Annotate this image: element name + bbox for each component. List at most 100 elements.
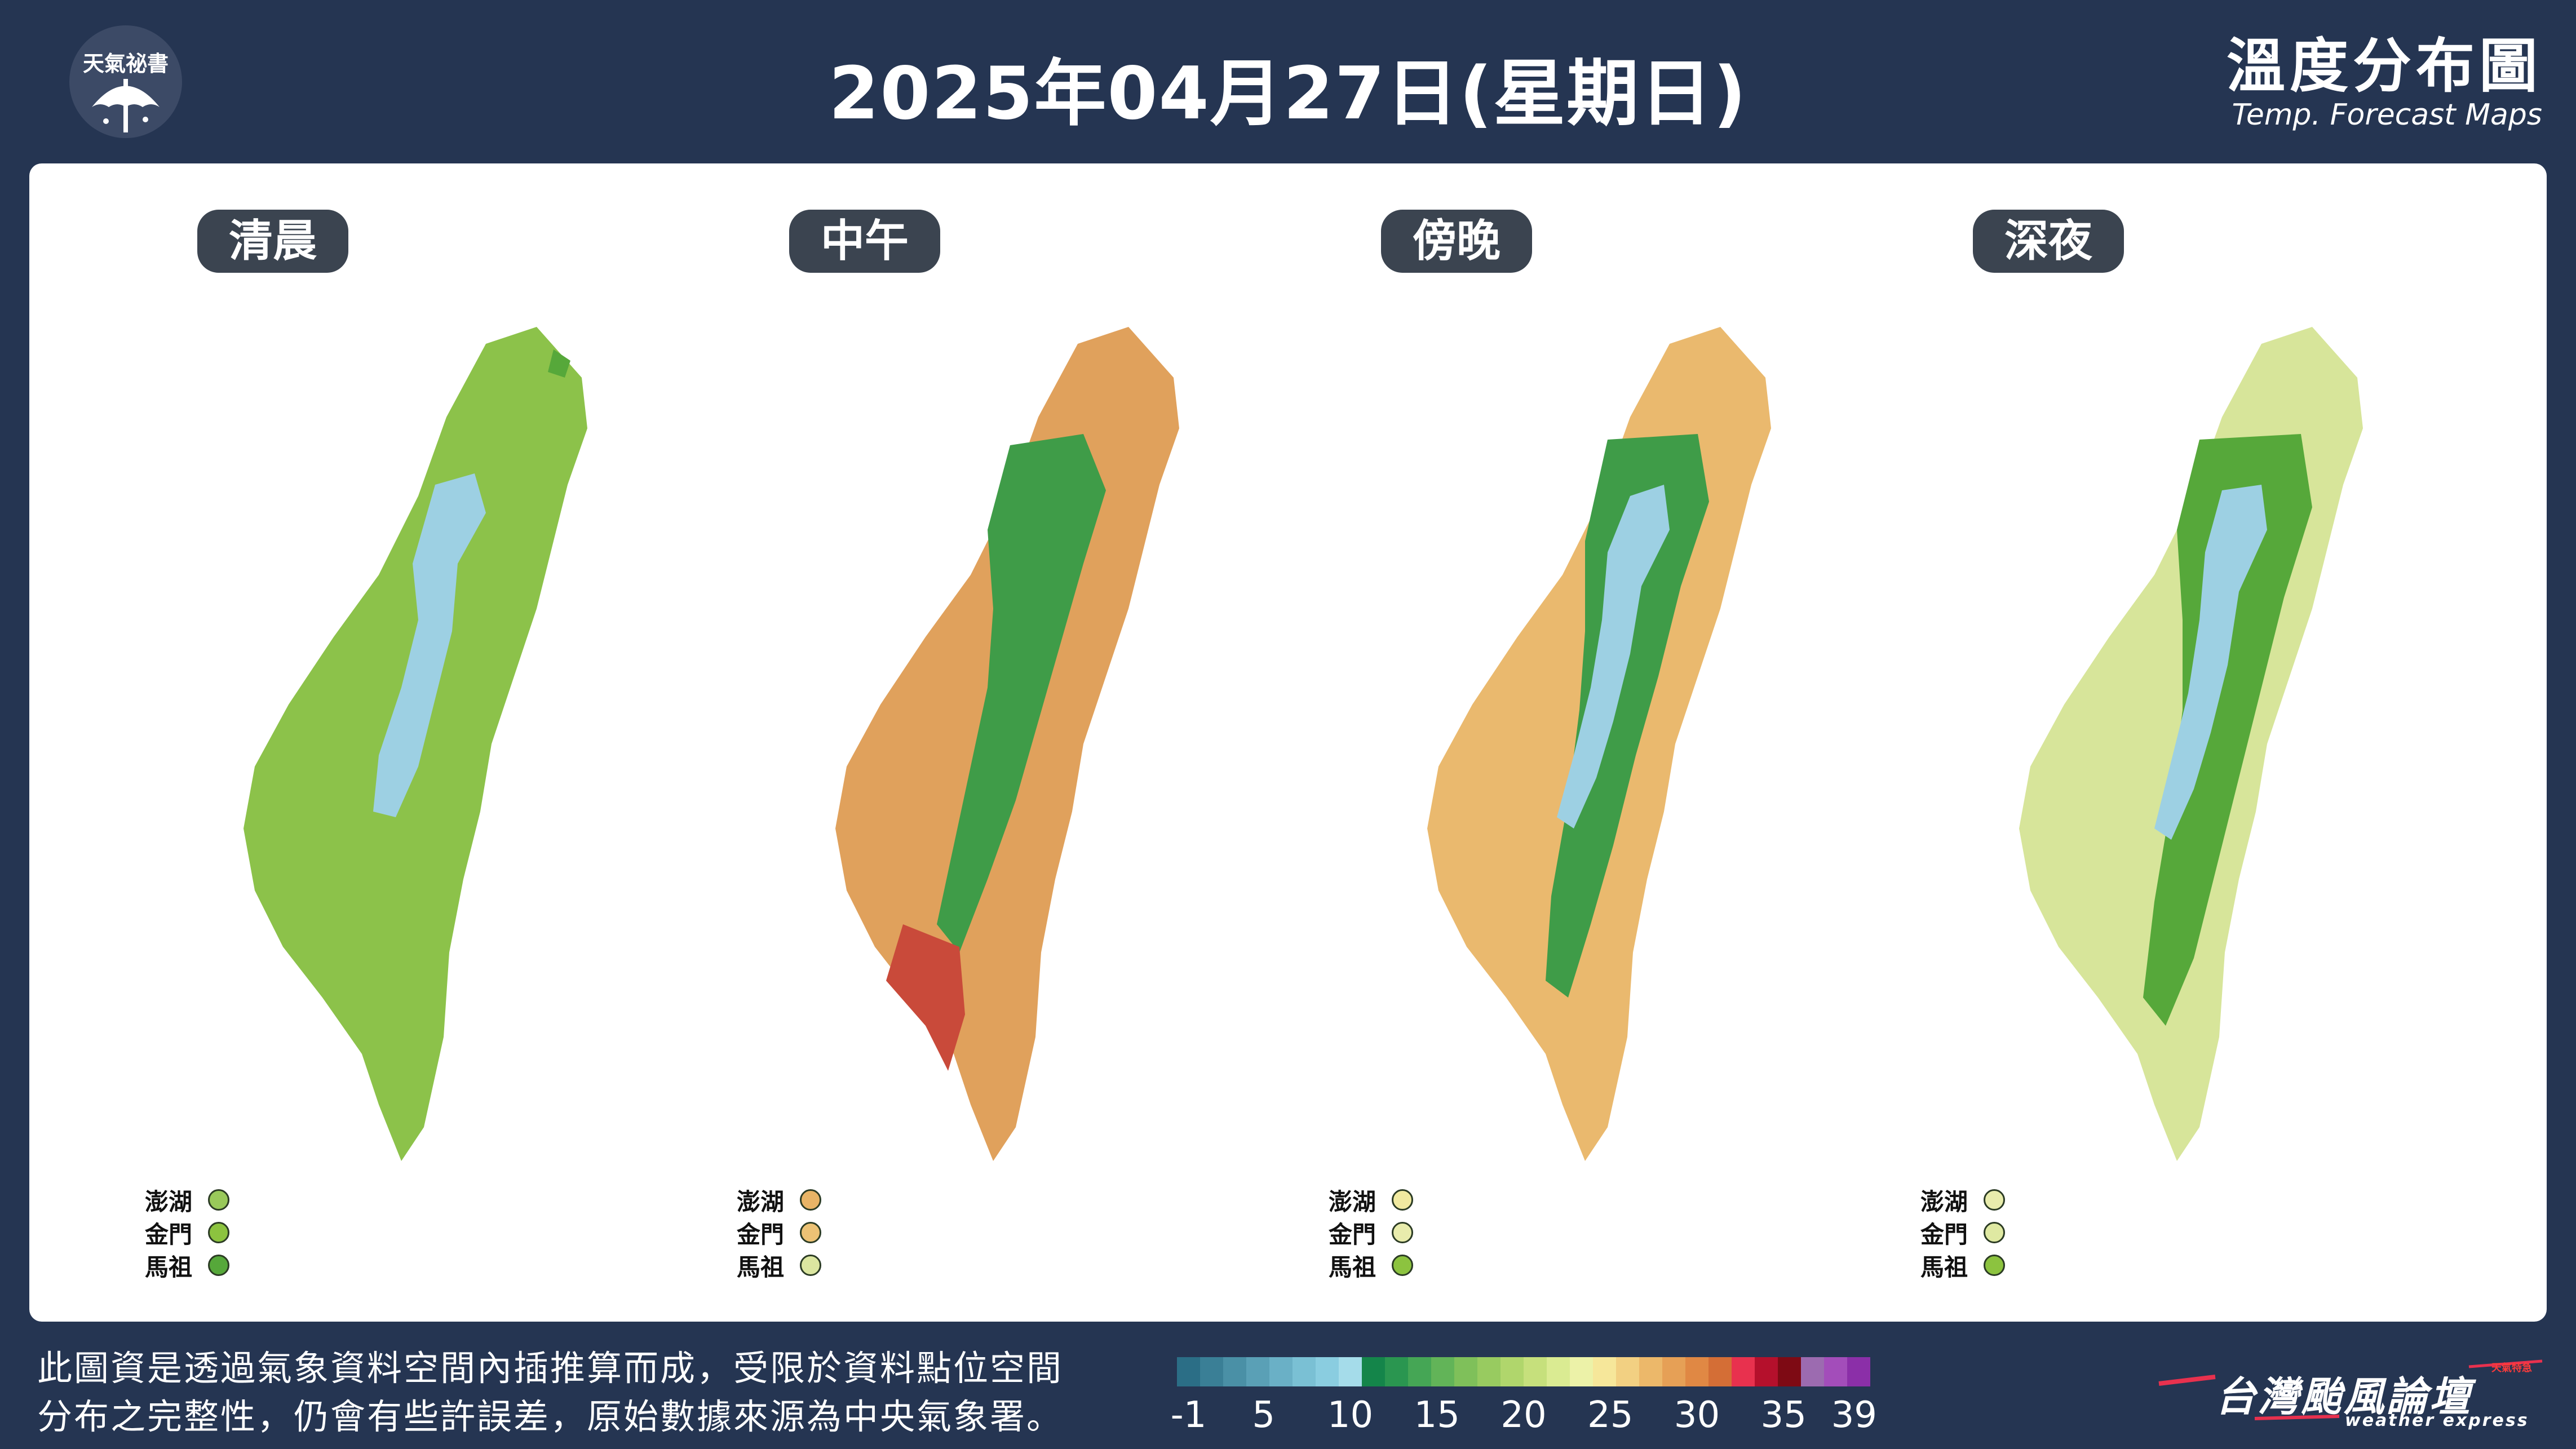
map-early-morning: 清晨 澎湖 金門 馬祖 [29,163,621,1322]
legend-tick-label: -1 [1170,1394,1207,1436]
island-dot [208,1222,229,1243]
logo-text: 天氣祕書 [82,51,169,76]
island-name: 馬祖 [737,1253,785,1281]
island-name: 金門 [1920,1220,1968,1248]
header: 天氣祕書 2025年04月27日(星期日) 溫度分布圖 Temp. Foreca… [0,0,2576,163]
map-noon: 中午 澎湖 金門 馬祖 [621,163,1213,1322]
island-row: 澎湖 [737,1184,821,1216]
legend-swatch [1223,1357,1246,1386]
legend-swatch [1593,1357,1616,1386]
island-dot [1984,1189,2005,1211]
period-label: 中午 [789,210,941,273]
legend-swatch [1431,1357,1454,1386]
legend-swatch [1362,1357,1385,1386]
island-name: 金門 [1329,1220,1376,1248]
legend-swatch [1801,1357,1824,1386]
island-name: 馬祖 [1329,1253,1376,1281]
island-dot [800,1255,821,1276]
period-label: 清晨 [197,210,349,273]
disclaimer-line: 分布之完整性，仍會有些許誤差，原始數據來源為中央氣象署。 [37,1396,1064,1437]
legend-swatch [1269,1357,1293,1386]
legend-swatch [1824,1357,1847,1386]
legend-swatch [1501,1357,1524,1386]
island-legend: 澎湖 金門 馬祖 [1329,1184,1413,1282]
period-label: 深夜 [1973,210,2124,273]
map-evening: 傍晚 澎湖 金門 馬祖 [1213,163,1805,1322]
brand-name: 台灣颱風論壇 [2215,1373,2473,1420]
island-legend: 澎湖 金門 馬祖 [1920,1184,2005,1282]
legend-swatch [1316,1357,1339,1386]
legend-swatch [1755,1357,1778,1386]
island-dot [1392,1189,1413,1211]
legend-tick-label: 25 [1587,1394,1634,1436]
map-late-night: 深夜 澎湖 金門 馬祖 [1805,163,2397,1322]
legend-swatch [1246,1357,1269,1386]
island-dot [208,1189,229,1211]
disclaimer-line: 此圖資是透過氣象資料空間內插推算而成，受限於資料點位空間 [37,1348,1064,1389]
island-legend: 澎湖 金門 馬祖 [737,1184,821,1282]
legend-swatch [1709,1357,1732,1386]
taiwan-map [835,327,1179,1161]
logo: 天氣祕書 [67,23,185,141]
island-name: 金門 [737,1220,785,1248]
brand-tagline: weather express [2345,1411,2529,1430]
legend-swatch [1177,1357,1200,1386]
page-title: 2025年04月27日(星期日) [829,52,1747,136]
island-dot [1392,1255,1413,1276]
legend-swatch [1570,1357,1593,1386]
legend-swatch [1477,1357,1501,1386]
island-dot [1392,1222,1413,1243]
legend-swatch [1339,1357,1362,1386]
island-name: 金門 [145,1220,193,1248]
island-name: 馬祖 [1920,1253,1968,1281]
footer: 此圖資是透過氣象資料空間內插推算而成，受限於資料點位空間 分布之完整性，仍會有些… [0,1322,2576,1449]
map-panel: 清晨 澎湖 金門 馬祖 中午 [29,163,2547,1322]
mountain-region [2154,485,2267,840]
island-row: 澎湖 [1329,1184,1413,1216]
island-name: 澎湖 [145,1187,193,1216]
island-row: 馬祖 [1329,1249,1413,1282]
taiwan-map [2019,327,2363,1161]
legend-swatch [1293,1357,1316,1386]
island-name: 馬祖 [145,1253,193,1281]
legend-tick-label: 5 [1252,1394,1276,1436]
island-row: 馬祖 [1920,1249,2005,1282]
legend-swatch [1524,1357,1547,1386]
corner-title-en: Temp. Forecast Maps [2232,98,2542,132]
legend-tick-label: 10 [1327,1394,1374,1436]
legend-swatch [1547,1357,1570,1386]
corner-title: 溫度分布圖 Temp. Forecast Maps [2227,35,2542,133]
disclaimer: 此圖資是透過氣象資料空間內插推算而成，受限於資料點位空間 分布之完整性，仍會有些… [37,1344,1153,1441]
mountain-region [373,473,486,817]
legend-swatch [1685,1357,1709,1386]
legend-tick-label: 20 [1501,1394,1547,1436]
island-row: 馬祖 [145,1249,229,1282]
island-name: 澎湖 [1329,1187,1376,1216]
legend-color-bar [1177,1357,1870,1386]
legend-swatch [1847,1357,1870,1386]
green-band [1546,434,1709,998]
legend-tick-label: 35 [1760,1394,1807,1436]
island-dot [800,1222,821,1243]
legend-swatch [1454,1357,1477,1386]
island-name: 澎湖 [737,1187,785,1216]
island-row: 金門 [737,1216,821,1249]
legend-swatch [1732,1357,1755,1386]
island-dot [1984,1255,2005,1276]
brand-small: 天氣特急 [2491,1362,2532,1374]
legend-swatch [1639,1357,1662,1386]
corner-title-zh: 溫度分布圖 [2226,32,2542,100]
legend-swatch [1616,1357,1639,1386]
legend-tick-label: 39 [1831,1394,1878,1436]
legend-tick-label: 15 [1414,1394,1460,1436]
island-name: 澎湖 [1920,1187,1968,1216]
legend-swatch [1662,1357,1685,1386]
legend-swatch [1778,1357,1801,1386]
island-row: 馬祖 [737,1249,821,1282]
legend-tick-label: 30 [1674,1394,1720,1436]
island-dot [800,1189,821,1211]
green-band [2143,434,2312,1026]
legend-labels: -1 5 10 15 20 25 30 35 39 [1171,1394,1877,1436]
period-label: 傍晚 [1381,210,1533,273]
taiwan-map [244,327,587,1161]
